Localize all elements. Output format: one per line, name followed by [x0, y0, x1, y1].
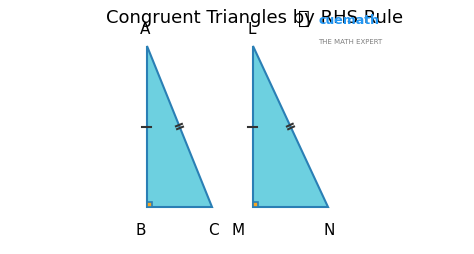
- Text: A: A: [140, 22, 151, 37]
- Text: cuemath: cuemath: [318, 14, 379, 27]
- Bar: [146, 202, 152, 208]
- Text: L: L: [247, 22, 255, 37]
- Text: 🚀: 🚀: [298, 9, 310, 28]
- Text: N: N: [324, 223, 335, 237]
- Text: THE MATH EXPERT: THE MATH EXPERT: [318, 39, 383, 45]
- Text: M: M: [232, 223, 245, 237]
- Polygon shape: [253, 46, 328, 208]
- Text: B: B: [135, 223, 146, 237]
- Text: Congruent Triangles by RHS Rule: Congruent Triangles by RHS Rule: [106, 9, 403, 27]
- Polygon shape: [146, 46, 212, 208]
- Bar: [253, 202, 258, 208]
- Text: C: C: [208, 223, 219, 237]
